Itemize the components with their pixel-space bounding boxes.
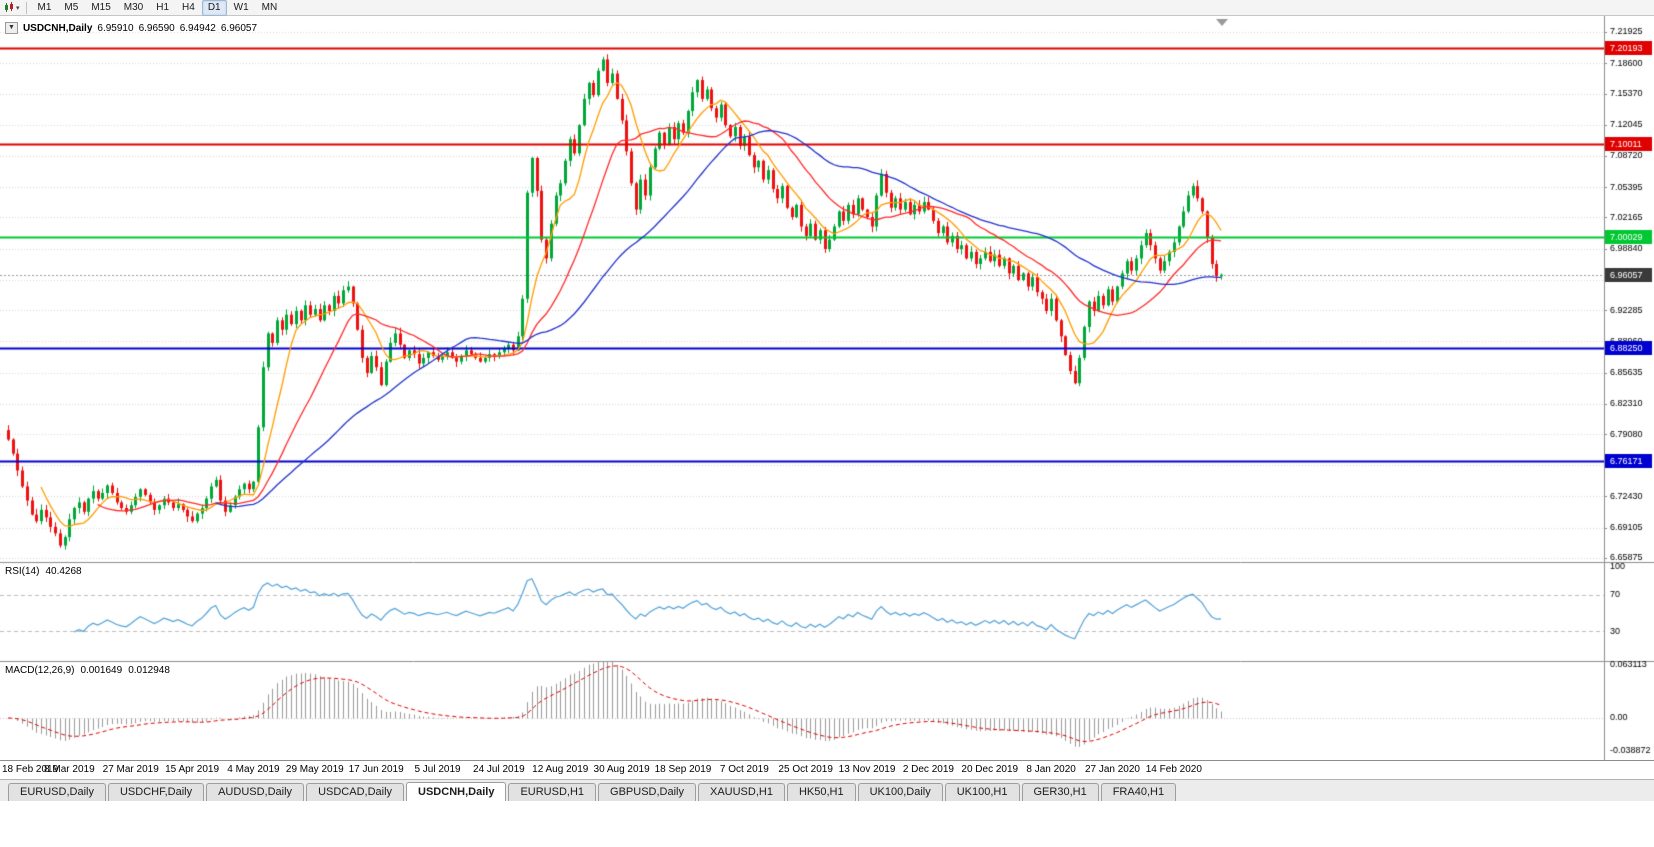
collapse-chart-icon[interactable]: ▼ — [5, 22, 18, 34]
date-label: 24 Jul 2019 — [473, 764, 525, 775]
date-label: 8 Jan 2020 — [1026, 764, 1076, 775]
date-label: 18 Sep 2019 — [654, 764, 712, 775]
ohlc-header: ▼ USDCNH,Daily 6.95910 6.96590 6.94942 6… — [5, 22, 257, 34]
timeframe-button-m30[interactable]: M30 — [123, 1, 144, 13]
chevron-down-icon: ▾ — [16, 4, 20, 12]
timeframe-button-w1[interactable]: W1 — [233, 1, 249, 13]
rsi-value: 40.4268 — [45, 566, 82, 577]
chart-tab-fra40-h1[interactable]: FRA40,H1 — [1100, 783, 1177, 801]
date-label: 20 Dec 2019 — [961, 764, 1019, 775]
timeframe-button-mn[interactable]: MN — [261, 1, 278, 13]
chart-tab-bar: EURUSD,Daily USDCHF,Daily AUDUSD,Daily USDC… — [0, 779, 1654, 801]
chart-symbol: USDCNH,Daily — [22, 22, 93, 34]
rsi-label: RSI(14) 40.4268 — [5, 566, 88, 577]
timeframe-buttons: M1 M5 M15 M30 H1 H4 D1 W1 MN — [32, 0, 285, 16]
chart-tab-usdcnh-daily[interactable]: USDCNH,Daily — [406, 782, 507, 801]
macd-label: MACD(12,26,9) 0.001649 0.012948 — [5, 665, 176, 676]
date-label: 2 Dec 2019 — [902, 764, 954, 775]
date-label: 25 Oct 2019 — [778, 764, 833, 775]
date-label: 14 Feb 2020 — [1145, 764, 1202, 775]
date-label: 18 Feb 2019 — [2, 764, 59, 775]
date-axis[interactable]: 18 Feb 2019 8 Mar 2019 27 Mar 2019 15 Apr 2… — [0, 760, 1654, 779]
chart-tab-xauusd-h1[interactable]: XAUUSD,H1 — [697, 783, 785, 801]
timeframe-button-m15[interactable]: M15 — [91, 1, 111, 13]
price-low: 6.94942 — [179, 22, 216, 34]
timeframe-button-m1[interactable]: M1 — [37, 1, 52, 13]
timeframe-button-h1[interactable]: H1 — [156, 1, 170, 13]
toolbar-separator — [25, 1, 27, 14]
price-close: 6.96057 — [220, 22, 258, 34]
chart-canvas[interactable] — [0, 16, 1654, 760]
window-filler — [0, 801, 1654, 847]
macd-value-main: 0.001649 — [80, 665, 123, 676]
date-label: 12 Aug 2019 — [532, 764, 589, 775]
date-label: 7 Oct 2019 — [719, 764, 769, 775]
chart-tab-eurusd-daily[interactable]: EURUSD,Daily — [8, 783, 106, 801]
chart-tab-ger30-h1[interactable]: GER30,H1 — [1021, 783, 1099, 801]
date-label: 8 Mar 2019 — [44, 764, 95, 775]
date-label: 27 Mar 2019 — [102, 764, 159, 775]
rsi-name: RSI(14) — [5, 566, 40, 577]
price-open: 6.95910 — [97, 22, 134, 34]
chart-tab-eurusd-h1[interactable]: EURUSD,H1 — [508, 783, 597, 801]
date-label: 15 Apr 2019 — [165, 764, 220, 775]
date-label: 30 Aug 2019 — [593, 764, 650, 775]
timeframe-button-d1[interactable]: D1 — [201, 0, 227, 16]
chart-tab-audusd-daily[interactable]: AUDUSD,Daily — [206, 783, 305, 801]
timeframe-toolbar: ▾ M1 M5 M15 M30 H1 H4 D1 W1 MN — [0, 0, 1654, 16]
chart-tab-uk100-h1[interactable]: UK100,H1 — [944, 783, 1020, 801]
price-high: 6.96590 — [138, 22, 175, 34]
date-label: 5 Jul 2019 — [414, 764, 461, 775]
date-label: 17 Jun 2019 — [348, 764, 404, 775]
timeframe-button-m5[interactable]: M5 — [64, 1, 79, 13]
timeframe-button-h4[interactable]: H4 — [182, 1, 195, 13]
chart-tab-usdcad-daily[interactable]: USDCAD,Daily — [306, 783, 405, 801]
date-label: 27 Jan 2020 — [1084, 764, 1140, 775]
chart-tab-uk100-daily[interactable]: UK100,Daily — [857, 783, 943, 801]
chart-tab-gbpusd-daily[interactable]: GBPUSD,Daily — [598, 783, 696, 801]
candlestick-chart-icon — [5, 2, 13, 12]
macd-value-signal: 0.012948 — [128, 665, 170, 676]
chart-type-dropdown[interactable]: ▾ — [4, 2, 20, 13]
date-label: 4 May 2019 — [227, 764, 280, 775]
macd-name: MACD(12,26,9) — [5, 665, 75, 676]
chart-tab-usdchf-daily[interactable]: USDCHF,Daily — [107, 783, 205, 801]
chart-tab-hk50-h1[interactable]: HK50,H1 — [786, 783, 856, 801]
date-label: 29 May 2019 — [285, 764, 344, 775]
chart-area: ▼ USDCNH,Daily 6.95910 6.96590 6.94942 6… — [0, 16, 1654, 760]
date-label: 13 Nov 2019 — [838, 764, 896, 775]
